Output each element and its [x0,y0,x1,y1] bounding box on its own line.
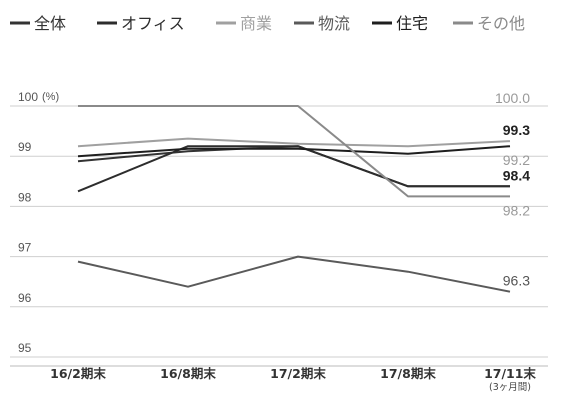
x-tick-label: 17/2期末 [270,366,326,381]
series-line-1 [77,145,510,193]
series-line-2 [77,137,511,148]
y-tick-label: 99 [18,140,32,154]
legend-item-1: オフィス [97,14,185,33]
legend-label: 全体 [34,14,66,33]
x-tick-label: 16/2期末 [50,366,106,381]
legend-label: 物流 [318,14,350,33]
y-tick-label: 98 [18,190,32,204]
series-line-5 [78,105,510,198]
series-line-4 [77,145,511,158]
series-line-3 [77,255,511,293]
data-label: 99.3 [503,122,530,138]
y-unit-label: (%) [42,91,59,103]
legend-item-2: 商業 [216,14,272,33]
data-label: 98.2 [503,202,530,218]
data-label: 98.4 [503,167,530,183]
y-tick-label: 96 [18,291,32,305]
legend-item-5: その他 [453,14,525,33]
series-lines [77,105,511,293]
y-tick-label: 97 [18,241,32,255]
legend-item-4: 住宅 [372,14,428,33]
legend-label: その他 [477,14,525,33]
data-label: 100.0 [495,90,530,106]
data-labels: 100.0 99.3 99.298.4 98.2 96.3 [495,90,530,289]
legend-item-3: 物流 [294,14,350,33]
legend-item-0: 全体 [10,14,66,33]
x-tick-label: 17/8期末 [380,366,436,381]
x-tick-label: 17/11末 [484,366,536,381]
x-tick-label: 16/8期末 [160,366,216,381]
legend-label: オフィス [121,14,185,33]
data-label: 99.2 [503,152,530,168]
legend: 全体 オフィス 商業 物流 住宅 その他 [10,14,525,33]
legend-label: 住宅 [396,14,428,33]
y-tick-label: 95 [18,341,32,355]
x-axis-ticks: 16/2期末 16/8期末 17/2期末 17/8期末 17/11末(3ヶ月間) [50,366,536,393]
y-axis-ticks: 100 99 98 97 96 95 [18,90,38,355]
data-label: 96.3 [503,273,530,289]
legend-label: 商業 [240,14,272,33]
y-tick-label: 100 [18,90,38,104]
x-tick-note: (3ヶ月間) [489,382,531,393]
